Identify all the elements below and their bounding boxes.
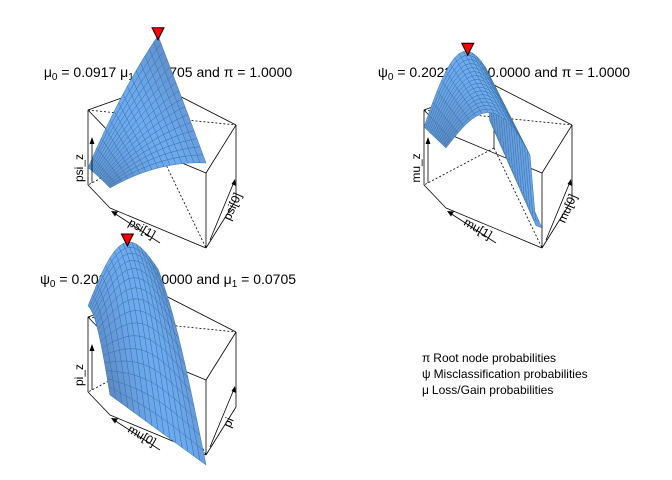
legend-item-pi: π Root node probabilities [422,351,556,365]
panel-psi-optimum-marker [151,27,165,41]
panel-pi-zlabel: pi_z [72,364,86,386]
panel-pi-ylabel: pi [220,415,237,429]
panel-mu-optimum-marker [460,42,475,57]
panel-mu-title: ψ0 = 0.2022 ψ1 = 0.0000 and π = 1.0000 [378,64,630,83]
panel-mu-surface [423,50,543,229]
panel-mu: ψ0 = 0.2022 ψ1 = 0.0000 and π = 1.0000 m… [378,42,630,249]
legend-item-psi: ψ Misclassification probabilities [422,367,588,381]
panel-pi-surface [87,241,207,466]
panel-psi: μ0 = 0.0917 μ1 = 0.0705 and π = 1.0000 p… [44,27,292,249]
panel-pi-axes [89,344,236,451]
panel-psi-zlabel: psi_z [72,154,86,182]
panel-psi-ylabel: psi[0] [220,190,244,222]
panel-mu-zlabel: mu_z [409,153,423,182]
panel-mu-axes [425,137,572,244]
panel-psi-surface [87,35,207,189]
panel-pi-optimum-marker [120,233,135,248]
panel-mu-ylabel: mu[0] [555,192,580,225]
panel-pi: ψ0 = 0.2022 ψ1 = 0.0000 and μ1 = 0.0705 … [40,233,296,466]
legend: π Root node probabilities ψ Misclassificat… [422,351,588,397]
panel-mu-xlabel: mu[1] [462,215,495,242]
legend-item-mu: μ Loss/Gain probabilities [422,383,553,397]
panel-pi-title: ψ0 = 0.2022 ψ1 = 0.0000 and μ1 = 0.0705 [40,271,296,290]
panel-psi-axes [89,137,236,244]
